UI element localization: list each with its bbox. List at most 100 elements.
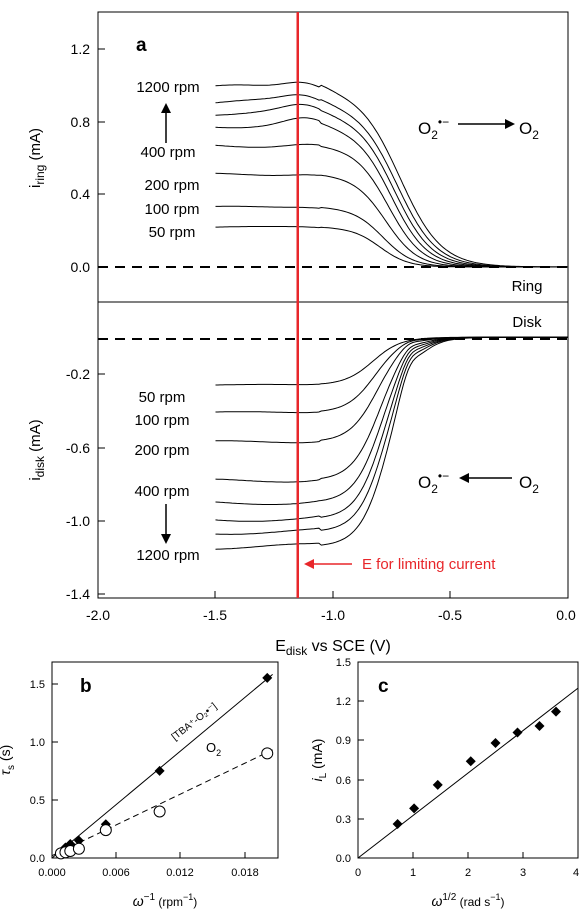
ring-curve-600rpm bbox=[215, 117, 568, 268]
ring-label: Ring bbox=[512, 278, 543, 295]
b-y-tick-label: 0.5 bbox=[30, 795, 45, 807]
disk-curve-400rpm bbox=[215, 336, 568, 483]
panel-b-ticks bbox=[51, 683, 246, 859]
c-point bbox=[432, 779, 443, 790]
x-tick-label: -1.0 bbox=[321, 607, 345, 623]
b-tba-point bbox=[262, 672, 273, 683]
disk-y-axis-label: idisk (mA) bbox=[27, 419, 47, 480]
rpm-label: 50 rpm bbox=[139, 389, 186, 406]
rpm-label: 100 rpm bbox=[144, 201, 199, 218]
c-point bbox=[392, 819, 403, 830]
rpm-label: 400 rpm bbox=[134, 483, 189, 500]
rpm-label: 100 rpm bbox=[134, 412, 189, 429]
disk-curve-200rpm bbox=[215, 336, 568, 444]
ring-curve-200rpm bbox=[215, 172, 568, 268]
c-fit-line bbox=[357, 687, 579, 859]
disk-curve-1200rpm bbox=[215, 336, 568, 550]
panel-a-frame bbox=[97, 11, 569, 599]
c-x-tick-label: 1 bbox=[410, 867, 416, 879]
b-y-tick-label: 1.5 bbox=[30, 679, 45, 691]
disk-curve-600rpm bbox=[215, 336, 568, 505]
c-point bbox=[409, 803, 420, 814]
svg-text:O2: O2 bbox=[519, 119, 539, 142]
svg-text:O2: O2 bbox=[519, 473, 539, 496]
x-tick-label: -1.5 bbox=[203, 607, 227, 623]
c-y-axis-label: iL (mA) bbox=[309, 739, 329, 782]
ring-curve-50rpm bbox=[215, 226, 568, 268]
c-point bbox=[512, 727, 523, 738]
svg-text:O2•−: O2•− bbox=[418, 469, 449, 496]
panel-b-frame bbox=[51, 661, 279, 859]
c-y-tick-label: 1.2 bbox=[336, 696, 351, 708]
b-x-tick-label: 0.012 bbox=[166, 867, 194, 879]
panel-b-label: b bbox=[80, 676, 92, 697]
rpm-label: 1200 rpm bbox=[136, 79, 199, 96]
c-y-tick-label: 0.3 bbox=[336, 814, 351, 826]
x-tick-label: -2.0 bbox=[86, 607, 110, 623]
arrow-right-icon bbox=[505, 119, 515, 129]
c-x-tick-label: 2 bbox=[465, 867, 471, 879]
disk-y-ticks bbox=[98, 373, 105, 595]
ring-y-tick-label: 0.8 bbox=[71, 114, 91, 130]
arrow-head-down-icon bbox=[161, 534, 171, 544]
disk-y-tick-label: -0.2 bbox=[66, 366, 90, 382]
limiting-current-label: E for limiting current bbox=[362, 556, 496, 573]
arrow-left-icon bbox=[459, 473, 469, 483]
panel-c: 0 1 2 3 4 0.0 0.3 0.6 0.9 1.2 1.5 c iL (… bbox=[309, 657, 579, 909]
ring-curve-100rpm bbox=[215, 205, 568, 268]
red-arrow-left-icon bbox=[304, 559, 314, 569]
disk-reaction-label: O2•− O2 bbox=[418, 469, 539, 496]
b-tba-series-label: [TBA⁺-O₂•⁻] bbox=[170, 701, 220, 743]
x-tick-label: -0.5 bbox=[438, 607, 462, 623]
c-y-tick-label: 1.5 bbox=[336, 657, 351, 669]
rpm-label: 400 rpm bbox=[140, 144, 195, 161]
panel-c-label: c bbox=[378, 676, 389, 697]
ring-curve-1000rpm bbox=[215, 94, 568, 268]
b-o2-fit-line bbox=[51, 749, 273, 857]
b-x-tick-label: 0.006 bbox=[102, 867, 130, 879]
panel-b-data bbox=[51, 672, 274, 860]
b-x-tick-label: 0.000 bbox=[38, 867, 66, 879]
disk-label: Disk bbox=[512, 314, 542, 331]
ring-curve-400rpm bbox=[215, 143, 568, 268]
b-tba-point bbox=[73, 835, 84, 846]
disk-curve-100rpm bbox=[215, 336, 568, 414]
x-axis-label: Edisk vs SCE (V) bbox=[275, 638, 391, 658]
ring-reaction-label: O2•− O2 bbox=[418, 115, 539, 142]
c-x-tick-label: 3 bbox=[520, 867, 526, 879]
c-point bbox=[551, 706, 561, 717]
ring-curves bbox=[215, 81, 568, 268]
b-y-tick-label: 0.0 bbox=[30, 853, 45, 865]
svg-text:O2•−: O2•− bbox=[418, 115, 449, 142]
disk-curves bbox=[215, 336, 568, 550]
b-x-axis-label: ω−1 (rpm−1) bbox=[133, 892, 198, 909]
c-y-tick-label: 0.9 bbox=[336, 735, 351, 747]
b-o2-series-label: O2 bbox=[206, 740, 221, 758]
disk-y-tick-label: -0.6 bbox=[66, 440, 90, 456]
b-o2-point bbox=[153, 805, 166, 818]
rpm-label: 1200 rpm bbox=[136, 547, 199, 564]
c-x-tick-label: 4 bbox=[573, 867, 579, 879]
panel-b: 0.000 0.006 0.012 0.018 0.0 0.5 1.0 1.5 … bbox=[0, 661, 279, 909]
b-tba-point bbox=[154, 765, 165, 776]
arrow-head-up-icon bbox=[161, 103, 171, 113]
c-y-tick-label: 0.0 bbox=[336, 853, 351, 865]
c-y-tick-label: 0.6 bbox=[336, 775, 351, 787]
ring-y-tick-label: 0.4 bbox=[71, 186, 91, 202]
disk-curve-50rpm bbox=[215, 336, 568, 386]
rpm-label: 200 rpm bbox=[144, 177, 199, 194]
ring-y-tick-label: 1.2 bbox=[71, 41, 91, 57]
panel-a: -2.0 -1.5 -1.0 -0.5 0.0 1.2 0.8 0.4 0.0 … bbox=[27, 11, 576, 658]
c-point bbox=[490, 738, 501, 749]
ring-y-tick-label: 0.0 bbox=[71, 259, 91, 275]
c-x-tick-label: 0 bbox=[355, 867, 361, 879]
ring-curve-800rpm bbox=[215, 103, 568, 268]
b-x-tick-label: 0.018 bbox=[231, 867, 259, 879]
ring-y-ticks bbox=[98, 48, 105, 268]
c-point bbox=[534, 721, 545, 732]
b-o2-point bbox=[261, 747, 274, 760]
c-point bbox=[465, 756, 476, 767]
ring-y-axis-label: iring (mA) bbox=[27, 128, 47, 188]
rpm-label: 200 rpm bbox=[134, 442, 189, 459]
